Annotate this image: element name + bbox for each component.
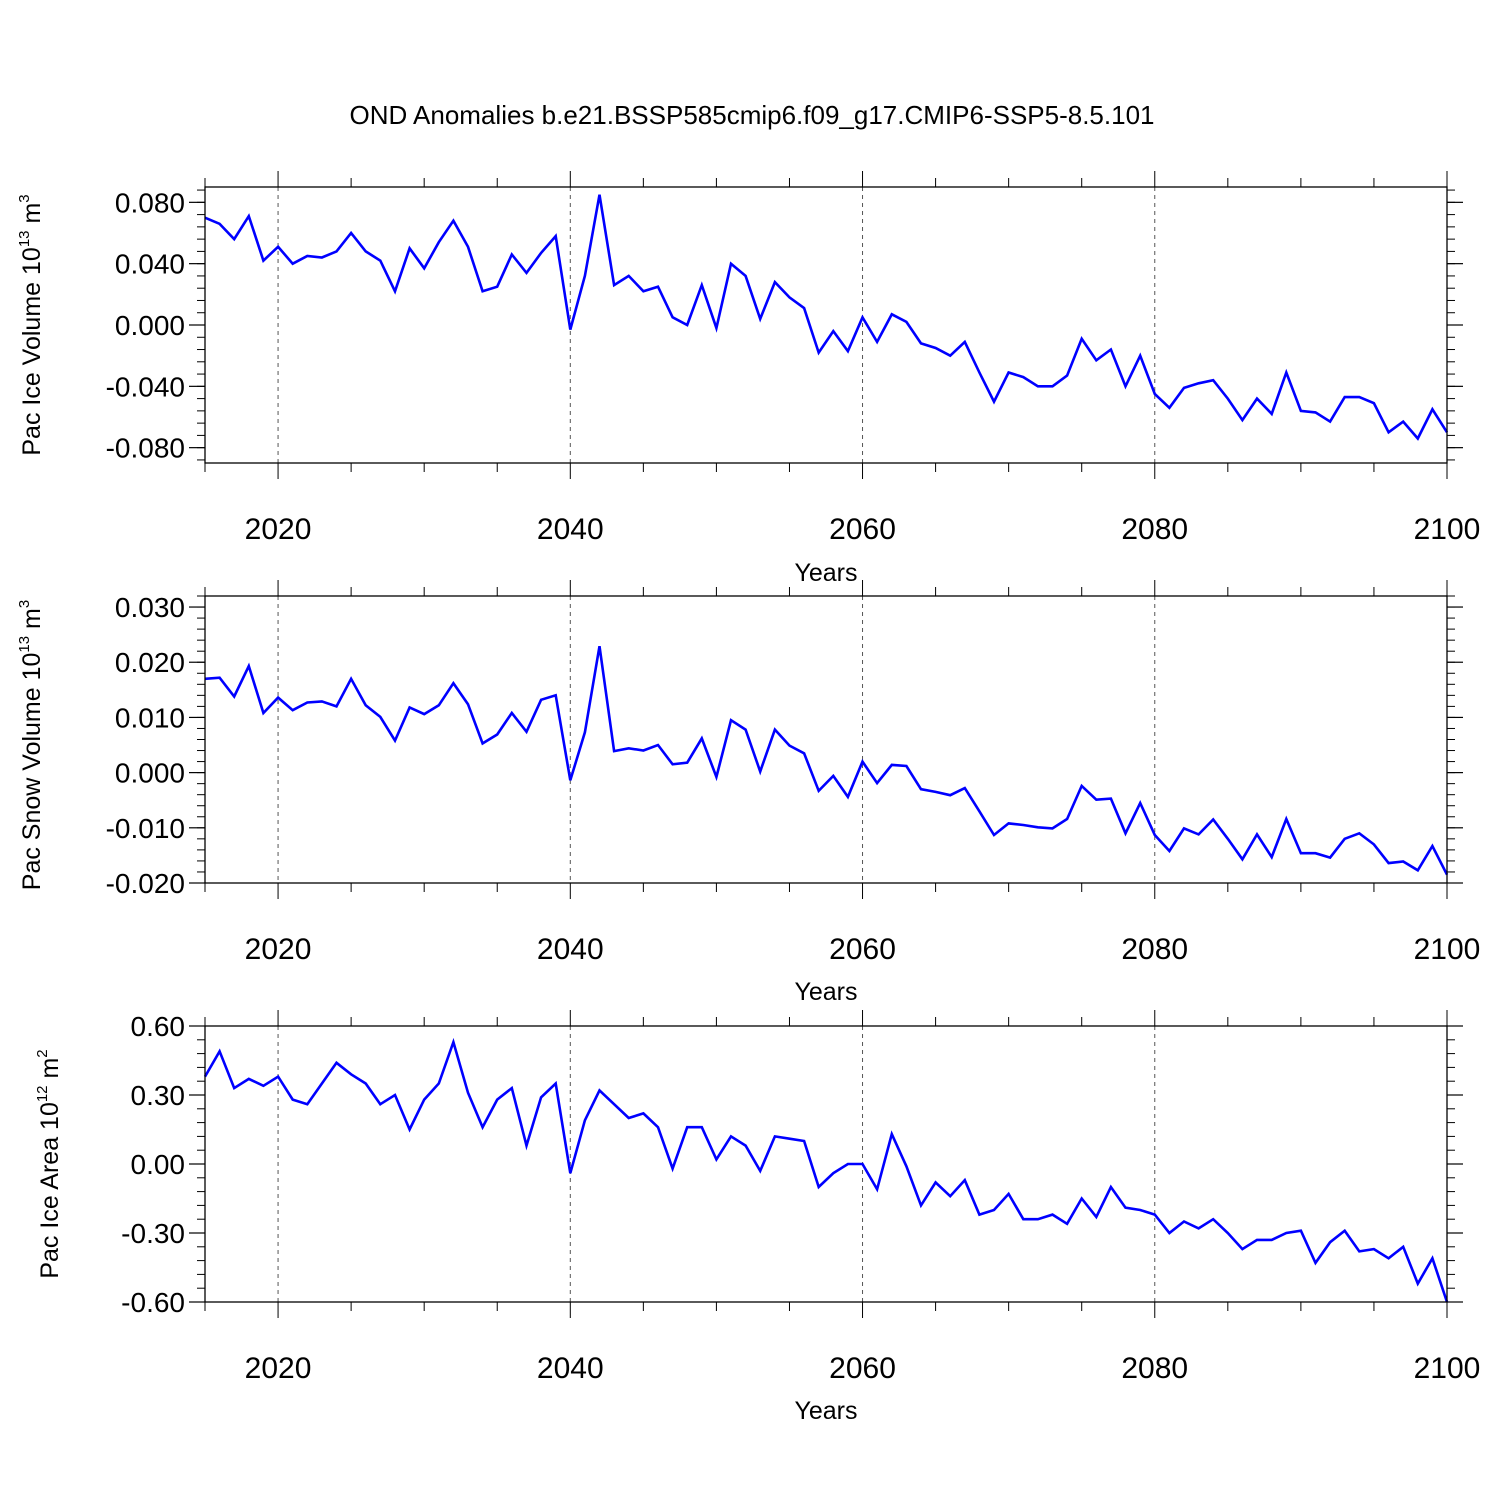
x-tick-label: 2100 — [1414, 513, 1481, 546]
panel-snow-volume: Years Pac Snow Volume 1013 m3 -0.020 -0.0… — [16, 580, 1480, 1006]
x-tick-label: 2020 — [245, 513, 312, 546]
x-axis-label: Years — [794, 1397, 857, 1425]
plot-frame — [204, 1025, 1448, 1303]
x-tick-label: 2060 — [829, 933, 896, 966]
panel-ice-volume: Years Pac Ice Volume 1013 m3 -0.080 -0.04… — [16, 171, 1480, 587]
x-tick-label: 2080 — [1121, 513, 1188, 546]
x-axis-label: Years — [794, 978, 857, 1006]
x-tick-label: 2040 — [537, 933, 604, 966]
y-tick-label: 0.010 — [115, 702, 185, 733]
y-tick-label: 0.60 — [131, 1011, 186, 1042]
y-tick-label: -0.30 — [121, 1218, 185, 1249]
y-tick-label: 0.080 — [115, 187, 185, 218]
y-tick-label: 0.030 — [115, 592, 185, 623]
series-line — [203, 1037, 1449, 1303]
x-tick-label: 2060 — [829, 513, 896, 546]
series-line — [204, 194, 1449, 441]
y-tick-label: -0.040 — [106, 371, 185, 402]
x-tick-label: 2060 — [829, 1352, 896, 1385]
y-tick-label: 0.00 — [131, 1149, 186, 1180]
x-tick-label: 2100 — [1414, 933, 1481, 966]
x-tick-label: 2020 — [245, 933, 312, 966]
y-axis-label: Pac Ice Area 1012 m2 — [34, 1049, 64, 1278]
series-line — [204, 645, 1449, 876]
y-tick-label: 0.040 — [115, 249, 185, 280]
y-tick-label: -0.020 — [106, 868, 185, 899]
panel-ice-area: Years Pac Ice Area 1012 m2 -0.60 -0.30 0.0… — [34, 1010, 1480, 1425]
x-tick-label: 2040 — [537, 513, 604, 546]
y-tick-label: -0.010 — [106, 813, 185, 844]
x-tick-label: 2040 — [537, 1352, 604, 1385]
x-tick-label: 2080 — [1121, 1352, 1188, 1385]
chart-title: OND Anomalies b.e21.BSSP585cmip6.f09_g17… — [349, 100, 1154, 130]
y-tick-label: -0.080 — [106, 433, 185, 464]
y-tick-label: 0.000 — [115, 310, 185, 341]
plot-frame — [204, 595, 1448, 884]
y-axis-label: Pac Snow Volume 1013 m3 — [16, 600, 46, 890]
x-tick-label: 2100 — [1414, 1352, 1481, 1385]
y-axis-label: Pac Ice Volume 1013 m3 — [16, 194, 46, 455]
y-tick-label: 0.000 — [115, 758, 185, 789]
x-axis-label: Years — [794, 559, 857, 587]
x-tick-label: 2080 — [1121, 933, 1188, 966]
y-tick-label: 0.020 — [115, 647, 185, 678]
y-tick-label: 0.30 — [131, 1080, 186, 1111]
x-tick-label: 2020 — [245, 1352, 312, 1385]
plot-frame — [204, 186, 1448, 464]
y-tick-label: -0.60 — [121, 1287, 185, 1318]
